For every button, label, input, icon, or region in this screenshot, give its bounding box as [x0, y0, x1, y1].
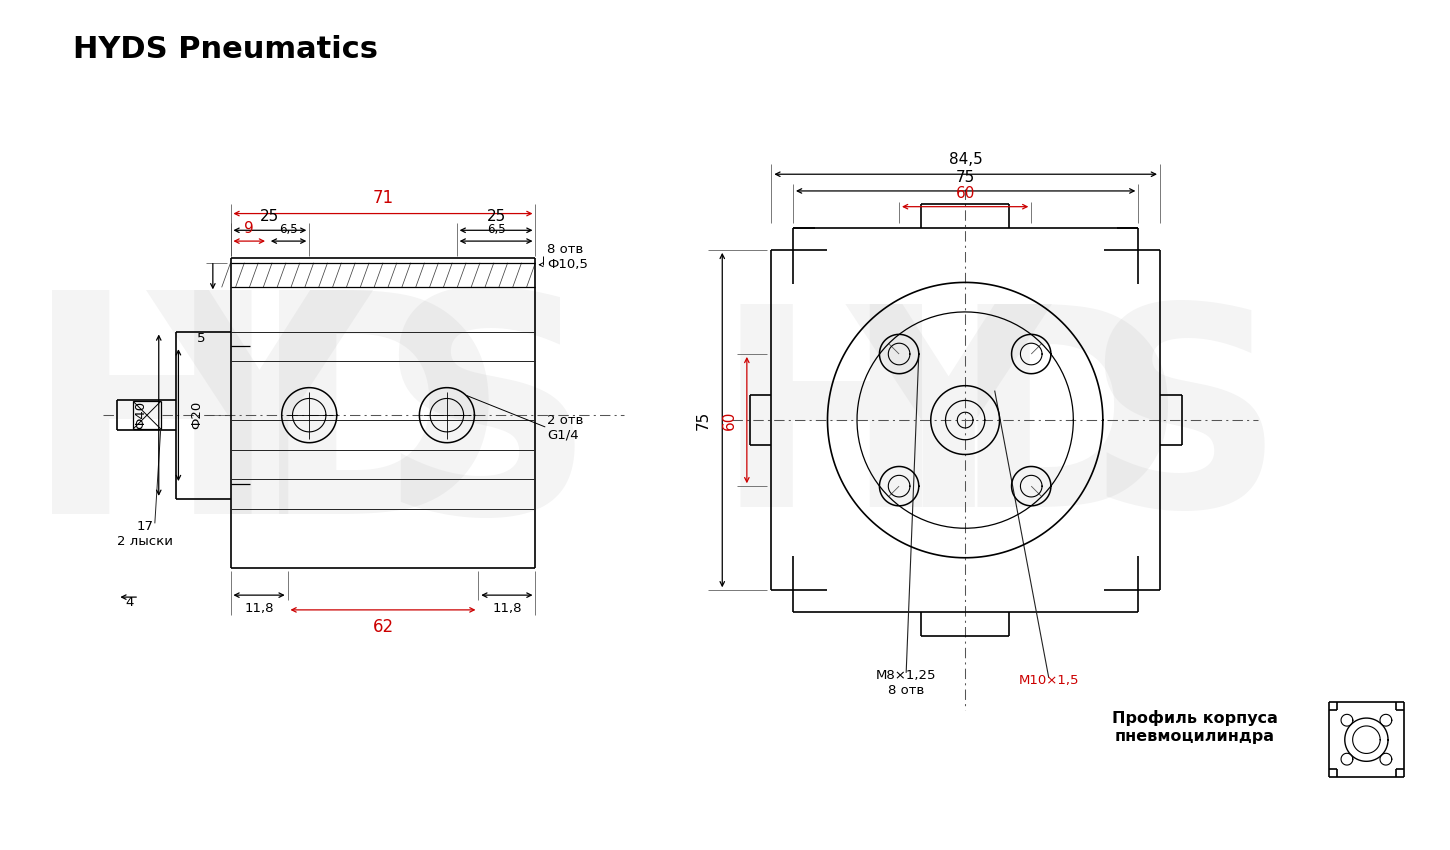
Text: 2 отв: 2 отв: [547, 414, 583, 427]
Text: 6,5: 6,5: [280, 224, 297, 236]
Text: 8 отв: 8 отв: [887, 684, 924, 697]
Text: 6,5: 6,5: [487, 224, 506, 236]
Text: D: D: [251, 281, 505, 578]
Text: Y: Y: [149, 281, 371, 578]
Text: Профиль корпуса
пневмоцилиндра: Профиль корпуса пневмоцилиндра: [1112, 711, 1277, 744]
Text: HYDS Pneumatics: HYDS Pneumatics: [72, 35, 378, 64]
Text: 4: 4: [125, 596, 133, 609]
Text: Ф10,5: Ф10,5: [547, 258, 589, 271]
Text: 25: 25: [260, 209, 280, 224]
Text: 75: 75: [956, 170, 976, 185]
Text: D: D: [951, 295, 1182, 565]
Text: 60: 60: [956, 186, 974, 201]
Text: 71: 71: [373, 189, 393, 207]
Text: 84,5: 84,5: [948, 152, 983, 167]
Text: G1/4: G1/4: [547, 428, 579, 441]
Text: 5: 5: [197, 332, 206, 345]
Text: Y: Y: [848, 295, 1050, 565]
Text: H: H: [25, 281, 280, 578]
Text: 2 лыски: 2 лыски: [117, 535, 173, 547]
Text: M8×1,25: M8×1,25: [876, 669, 937, 683]
Text: Ф20: Ф20: [190, 401, 203, 429]
Text: H: H: [715, 295, 947, 565]
Text: 60: 60: [722, 411, 737, 430]
Text: 62: 62: [373, 618, 393, 636]
Text: 9: 9: [245, 221, 254, 236]
Text: 8 отв: 8 отв: [547, 243, 583, 256]
Text: S: S: [1085, 295, 1285, 565]
Text: 17: 17: [136, 520, 154, 533]
Text: M10×1,5: M10×1,5: [1018, 674, 1079, 687]
Text: 75: 75: [696, 411, 710, 430]
Text: 11,8: 11,8: [492, 602, 522, 615]
Text: Ф40: Ф40: [133, 401, 146, 429]
Text: 11,8: 11,8: [244, 602, 274, 615]
Text: 25: 25: [486, 209, 506, 224]
Text: S: S: [376, 281, 596, 578]
